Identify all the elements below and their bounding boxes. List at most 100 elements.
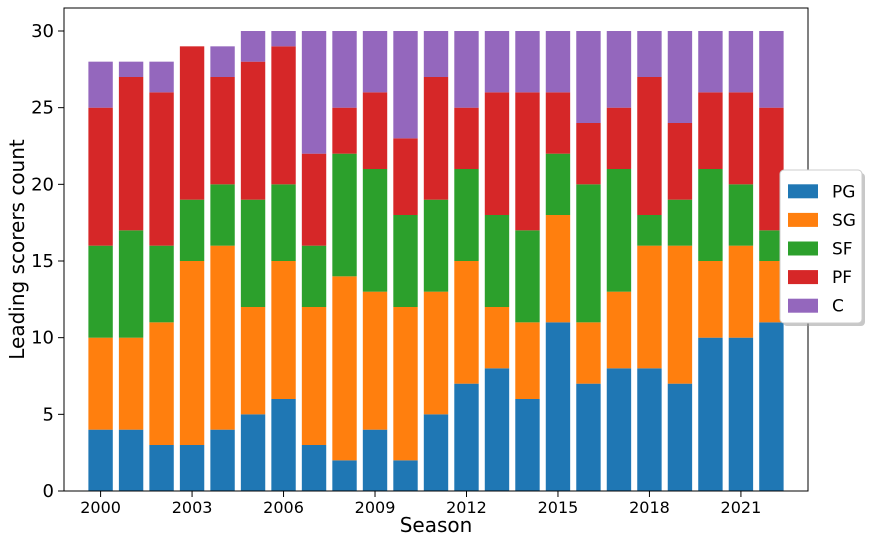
bar-sf-2015: [545, 153, 571, 215]
bar-sf-2009: [362, 169, 388, 292]
bar-pg-2021: [728, 337, 754, 491]
bar-sf-2008: [332, 153, 357, 277]
bar-c-2019: [667, 31, 693, 123]
bar-c-2020: [698, 31, 723, 93]
legend-swatch-sf: [788, 241, 818, 256]
bar-pf-2010: [393, 138, 418, 215]
bar-c-2018: [637, 31, 662, 77]
bar-sg-2008: [332, 276, 357, 461]
bar-pf-2004: [210, 77, 235, 185]
bar-pg-2019: [667, 383, 693, 491]
bar-c-2006: [271, 31, 296, 47]
bar-sf-2010: [393, 215, 418, 307]
bar-pf-2014: [515, 92, 540, 231]
x-tick-label-2012: 2012: [446, 498, 487, 517]
bar-pg-2012: [454, 383, 479, 491]
bar-sg-2006: [271, 261, 296, 399]
bar-pg-2022: [759, 322, 784, 491]
bar-sf-2021: [728, 184, 754, 246]
bar-c-2014: [515, 31, 540, 93]
bar-sf-2018: [637, 215, 662, 246]
bar-sg-2011: [423, 291, 449, 415]
bar-sg-2014: [515, 322, 540, 399]
y-tick-label-30: 30: [31, 21, 54, 42]
bar-sf-2004: [210, 184, 235, 246]
y-axis-label: Leading scorers count: [5, 139, 29, 360]
bar-pg-2013: [484, 368, 510, 491]
bar-pf-2018: [637, 77, 662, 215]
legend-box: [779, 169, 863, 324]
bar-sf-2006: [271, 184, 296, 261]
bar-sf-2020: [698, 169, 723, 261]
bar-pg-2005: [240, 414, 266, 491]
bar-c-2001: [118, 61, 144, 77]
bar-pf-2020: [698, 92, 723, 169]
bar-pg-2010: [393, 460, 418, 491]
bar-sg-2013: [484, 307, 510, 369]
y-tick-label-5: 5: [43, 404, 54, 425]
bar-sg-2018: [637, 245, 662, 369]
bar-sg-2021: [728, 245, 754, 338]
x-tick-label-2015: 2015: [538, 498, 579, 517]
bar-pf-2001: [118, 77, 144, 231]
x-axis: 2000 2003 2006 2009 2012 2015 2018 2021: [80, 491, 761, 517]
bar-pf-2005: [240, 61, 266, 200]
y-tick-label-15: 15: [31, 251, 54, 272]
bar-pg-2014: [515, 399, 540, 491]
y-tick-label-10: 10: [31, 328, 54, 349]
legend: PG SG SF PF C: [779, 169, 865, 326]
bar-pg-2001: [118, 429, 144, 491]
bar-c-2017: [606, 31, 632, 108]
bar-sg-2000: [88, 337, 113, 430]
bar-c-2016: [576, 31, 601, 123]
y-axis: 0 5 10 15 20 25 30: [31, 21, 64, 502]
bar-pf-2006: [271, 46, 296, 185]
bar-sf-2001: [118, 230, 144, 338]
bar-pf-2012: [454, 107, 479, 169]
x-tick-label-2000: 2000: [80, 498, 121, 517]
legend-swatch-pf: [788, 270, 818, 285]
bar-pf-2000: [88, 107, 113, 246]
bar-sf-2003: [179, 199, 205, 261]
bar-sg-2010: [393, 307, 418, 461]
bar-pf-2007: [301, 153, 327, 246]
bar-sf-2002: [149, 245, 174, 323]
bar-sg-2020: [698, 261, 723, 338]
bar-c-2022: [759, 31, 784, 108]
bar-pf-2003: [179, 46, 205, 200]
bar-sg-2003: [179, 261, 205, 445]
bar-pg-2015: [545, 322, 571, 491]
bar-c-2010: [393, 31, 418, 139]
bar-pg-2017: [606, 368, 632, 491]
legend-swatch-c: [788, 298, 818, 313]
x-tick-label-2021: 2021: [721, 498, 762, 517]
bar-pg-2002: [149, 445, 174, 491]
x-tick-label-2006: 2006: [263, 498, 304, 517]
bar-sg-2005: [240, 307, 266, 415]
bar-sg-2002: [149, 322, 174, 445]
bar-sf-2012: [454, 169, 479, 261]
bar-pg-2016: [576, 383, 601, 491]
bar-pf-2019: [667, 123, 693, 200]
bar-sf-2014: [515, 230, 540, 323]
bar-c-2012: [454, 31, 479, 108]
legend-label-pg: PG: [832, 182, 855, 202]
bar-sf-2011: [423, 199, 449, 292]
bar-pg-2009: [362, 429, 388, 491]
bar-pg-2000: [88, 429, 113, 491]
y-tick-label-25: 25: [31, 98, 54, 119]
bar-pf-2016: [576, 123, 601, 185]
bar-pf-2011: [423, 77, 449, 200]
bar-c-2009: [362, 31, 388, 93]
legend-label-pf: PF: [832, 268, 852, 288]
bar-pg-2011: [423, 414, 449, 491]
bar-c-2004: [210, 46, 235, 77]
bar-pg-2007: [301, 445, 327, 491]
bar-c-2005: [240, 31, 266, 62]
bar-sf-2000: [88, 245, 113, 338]
bar-sf-2005: [240, 199, 266, 307]
bar-c-2011: [423, 31, 449, 77]
bar-sg-2004: [210, 245, 235, 430]
bar-pg-2008: [332, 460, 357, 491]
